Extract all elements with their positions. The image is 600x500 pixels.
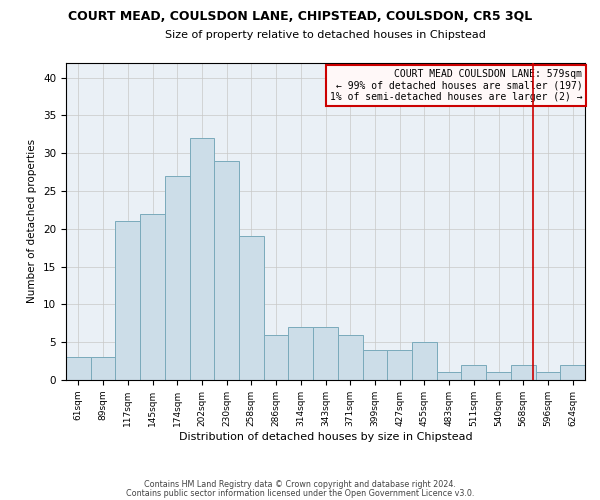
Bar <box>437 372 461 380</box>
Bar <box>190 138 214 380</box>
Bar <box>313 327 338 380</box>
Bar <box>560 365 585 380</box>
Bar <box>412 342 437 380</box>
Bar <box>115 221 140 380</box>
Text: COURT MEAD COULSDON LANE: 579sqm
← 99% of detached houses are smaller (197)
1% o: COURT MEAD COULSDON LANE: 579sqm ← 99% o… <box>330 69 583 102</box>
Bar <box>91 358 115 380</box>
X-axis label: Distribution of detached houses by size in Chipstead: Distribution of detached houses by size … <box>179 432 472 442</box>
Y-axis label: Number of detached properties: Number of detached properties <box>28 139 37 304</box>
Bar <box>338 334 362 380</box>
Bar <box>165 176 190 380</box>
Bar <box>362 350 387 380</box>
Bar <box>486 372 511 380</box>
Bar <box>536 372 560 380</box>
Bar <box>239 236 264 380</box>
Bar <box>140 214 165 380</box>
Text: Contains HM Land Registry data © Crown copyright and database right 2024.: Contains HM Land Registry data © Crown c… <box>144 480 456 489</box>
Bar <box>264 334 289 380</box>
Text: COURT MEAD, COULSDON LANE, CHIPSTEAD, COULSDON, CR5 3QL: COURT MEAD, COULSDON LANE, CHIPSTEAD, CO… <box>68 10 532 23</box>
Bar <box>214 161 239 380</box>
Text: Contains public sector information licensed under the Open Government Licence v3: Contains public sector information licen… <box>126 489 474 498</box>
Title: Size of property relative to detached houses in Chipstead: Size of property relative to detached ho… <box>165 30 486 40</box>
Bar <box>66 358 91 380</box>
Bar <box>461 365 486 380</box>
Bar <box>387 350 412 380</box>
Bar <box>289 327 313 380</box>
Bar <box>511 365 536 380</box>
